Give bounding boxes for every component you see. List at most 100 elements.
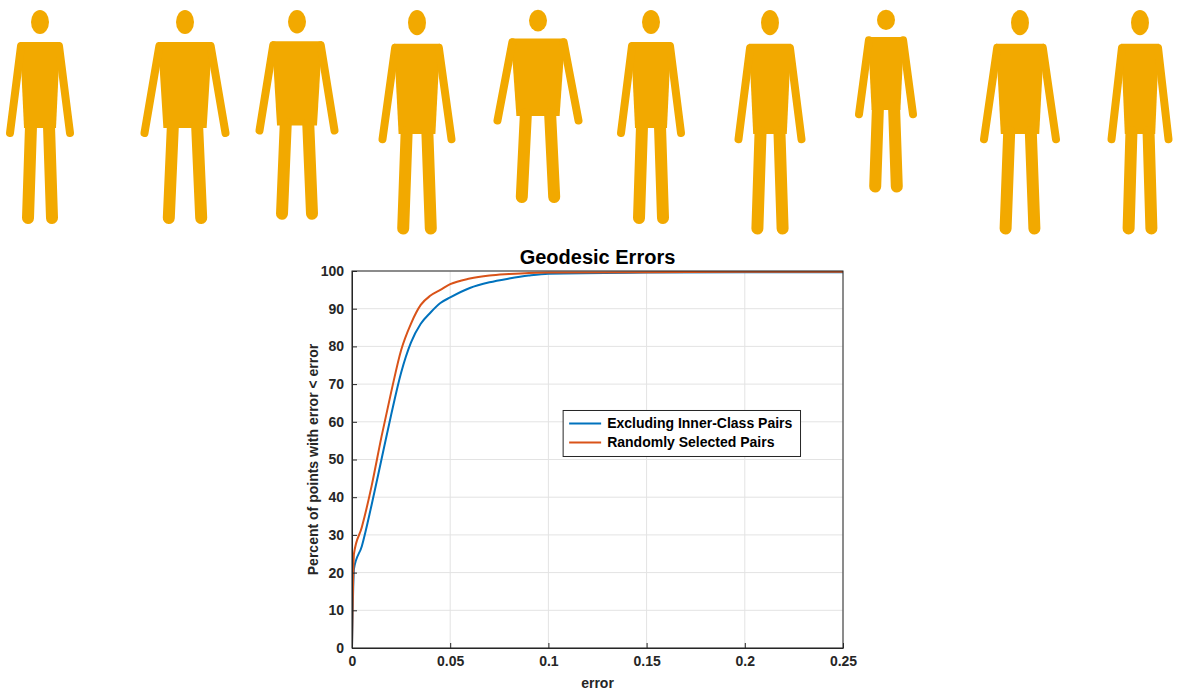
tick: 40 — [328, 489, 357, 505]
tick: 0.15 — [633, 643, 660, 669]
tick-mark — [352, 384, 357, 385]
tick: 80 — [328, 338, 357, 354]
arms — [859, 40, 913, 114]
tick-mark — [352, 346, 357, 347]
tick-mark — [745, 643, 746, 648]
torso — [996, 44, 1044, 134]
chart-title: Geodesic Errors — [520, 246, 676, 268]
head — [288, 10, 306, 34]
torso — [511, 39, 565, 116]
tick: 0.2 — [736, 643, 756, 669]
human-figure — [260, 10, 335, 214]
legend-swatch — [569, 422, 601, 424]
arms — [1112, 48, 1169, 139]
tick-mark — [352, 648, 357, 649]
head — [642, 10, 660, 34]
lines — [352, 272, 843, 648]
grid-line-y — [352, 346, 843, 347]
tick-mark — [352, 610, 357, 611]
tick-mark — [352, 309, 357, 310]
torso — [749, 44, 791, 134]
grid-line-y — [352, 384, 843, 385]
tick-label: 0.1 — [539, 653, 559, 669]
torso — [158, 42, 212, 128]
tick: 0 — [336, 640, 357, 656]
arms — [739, 48, 802, 139]
human-figure — [1112, 10, 1169, 228]
series-line — [352, 272, 843, 648]
legs — [169, 126, 201, 218]
arms — [10, 46, 70, 133]
tick: 30 — [328, 527, 357, 543]
arms — [498, 42, 579, 120]
tick-mark — [352, 497, 357, 498]
tick: 70 — [328, 376, 357, 392]
human-figure — [498, 10, 579, 197]
tick: 100 — [321, 263, 357, 279]
legend: Excluding Inner-Class PairsRandomly Sele… — [563, 410, 800, 456]
tick: 10 — [328, 602, 357, 618]
series-line — [352, 272, 843, 648]
legs — [522, 114, 554, 197]
human-figure — [739, 10, 802, 228]
tick-label: 0.2 — [736, 653, 756, 669]
head — [1131, 10, 1149, 35]
figures — [10, 10, 1169, 229]
tick-label: 90 — [328, 301, 344, 317]
head — [1011, 10, 1029, 35]
grid-line-y — [352, 308, 843, 309]
grid — [352, 271, 843, 648]
legs — [875, 108, 897, 186]
grid-line-y — [352, 534, 843, 535]
head — [761, 10, 779, 35]
human-figure — [383, 10, 452, 228]
tick: 20 — [328, 565, 357, 581]
legs — [757, 132, 782, 229]
page: 00.050.10.150.20.25010203040506070809010… — [0, 0, 1182, 694]
tick-label: 0.05 — [437, 653, 464, 669]
tick-label: 0 — [336, 640, 344, 656]
head — [408, 10, 426, 35]
tick: 90 — [328, 301, 357, 317]
legend-label: Excluding Inner-Class Pairs — [607, 415, 792, 431]
grid-line-y — [352, 610, 843, 611]
tick-mark — [352, 573, 357, 574]
human-figure — [984, 10, 1056, 228]
human-figure — [621, 10, 681, 218]
legend-box — [563, 410, 800, 456]
tick: 0.05 — [437, 643, 464, 669]
tick-mark — [647, 643, 648, 648]
x-axis-title: error — [581, 675, 614, 691]
human-figure — [145, 10, 226, 218]
tick-label: 60 — [328, 414, 344, 430]
arms — [145, 46, 226, 133]
tick: 50 — [328, 451, 357, 467]
tick-mark — [352, 271, 357, 272]
tick-label: 20 — [328, 565, 344, 581]
tick-label: 0.25 — [830, 653, 857, 669]
y-axis-title: Percent of points with error < error — [305, 343, 321, 575]
torso — [272, 41, 322, 125]
arms — [383, 48, 452, 139]
tick: 60 — [328, 414, 357, 430]
tick-mark — [352, 422, 357, 423]
legs — [1129, 132, 1152, 229]
tick: 0.1 — [539, 643, 559, 669]
torso — [868, 37, 904, 110]
legs — [1006, 132, 1035, 229]
legs — [282, 124, 312, 214]
tick-label: 0.15 — [633, 653, 660, 669]
tick-mark — [450, 643, 451, 648]
human-figure — [10, 10, 70, 218]
legs — [639, 126, 663, 218]
arms — [260, 45, 335, 130]
head — [31, 10, 49, 34]
axis-line — [353, 648, 844, 649]
torso — [1121, 44, 1159, 134]
legs — [403, 132, 431, 229]
grid-line-y — [352, 497, 843, 498]
tick-label: 50 — [328, 451, 344, 467]
grid-line-y — [352, 459, 843, 460]
head — [877, 10, 895, 30]
tick-mark — [352, 535, 357, 536]
